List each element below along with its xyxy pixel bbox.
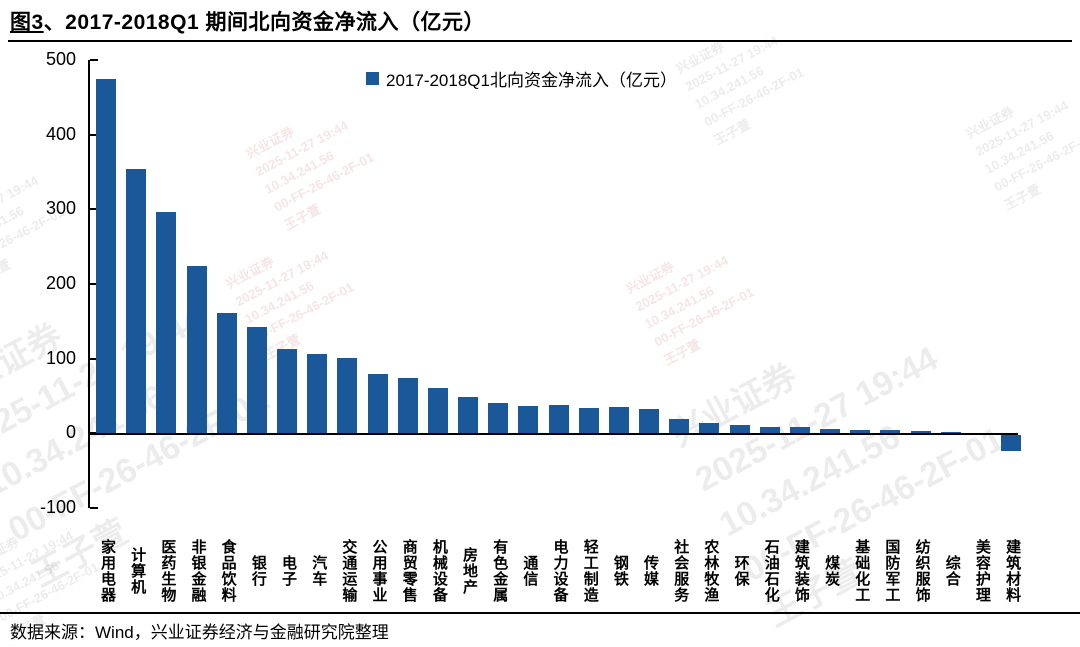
bar-传媒	[639, 409, 660, 434]
bar-轻工制造	[578, 407, 599, 434]
y-tick-label: 200	[45, 273, 76, 293]
x-tick-label: 汽车	[310, 555, 328, 587]
y-tick-label: 100	[45, 347, 76, 368]
x-tick-label: 纺织服饰	[913, 539, 931, 603]
bar-房地产	[458, 396, 479, 434]
y-tick-label: -100	[39, 497, 76, 517]
x-tick-label: 家用电器	[99, 539, 116, 603]
x-tick-label: 农林牧渔	[702, 539, 720, 603]
y-tick-label: 500	[45, 49, 76, 69]
x-tick-label: 社会服务	[672, 539, 690, 603]
y-tick-mark	[90, 283, 98, 285]
chart-title-text: 、2017-2018Q1 期间北向资金净流入（亿元）	[43, 11, 485, 34]
x-tick-label: 银行	[249, 555, 267, 587]
x-tick-label: 轻工制造	[581, 539, 599, 603]
y-tick-label: 0	[65, 422, 76, 443]
bar-汽车	[307, 354, 328, 434]
x-tick-label: 传媒	[642, 555, 660, 587]
plot-area	[88, 59, 1022, 509]
x-tick-label: 环保	[732, 555, 750, 587]
bar-计算机	[126, 169, 147, 434]
bar-纺织服饰	[910, 431, 931, 434]
x-tick-label: 非银金融	[189, 539, 207, 603]
x-tick-label: 建筑材料	[1004, 539, 1022, 603]
bar-电力设备	[548, 404, 569, 434]
y-tick-mark	[90, 357, 98, 360]
y-axis-labels: 500 400 300 200 100 0 -100	[0, 0, 76, 647]
bar-通信	[518, 405, 539, 434]
bar-国防军工	[880, 430, 901, 434]
bar-综合	[940, 432, 961, 434]
x-tick-label: 煤炭	[823, 555, 841, 587]
x-axis-line	[90, 433, 1018, 436]
x-tick-label: 交通运输	[340, 539, 358, 603]
chart-title: 图3、2017-2018Q1 期间北向资金净流入（亿元）	[10, 6, 485, 36]
chart-legend: 2017-2018Q1北向资金净流入（亿元）	[366, 66, 677, 91]
x-tick-label: 公用事业	[370, 539, 388, 603]
x-tick-label: 综合	[943, 555, 961, 587]
bar-建筑材料	[1001, 435, 1022, 451]
x-tick-label: 房地产	[461, 547, 479, 595]
x-tick-label: 国防军工	[883, 539, 901, 603]
y-tick-mark	[90, 507, 98, 509]
bar-机械设备	[427, 387, 448, 434]
x-tick-label: 钢铁	[611, 555, 629, 587]
x-tick-label: 电子	[280, 555, 298, 587]
bar-基础化工	[850, 429, 871, 434]
bar-建筑装饰	[789, 427, 810, 434]
x-tick-label: 基础化工	[853, 539, 871, 603]
y-tick-mark	[90, 133, 98, 136]
bottom-divider	[0, 612, 1080, 614]
x-tick-label: 石油石化	[762, 539, 780, 603]
y-tick-mark	[90, 59, 98, 61]
bar-农林牧渔	[699, 422, 720, 434]
bar-非银金融	[186, 266, 207, 434]
x-tick-label: 计算机	[129, 547, 147, 595]
data-source-note: 数据来源：Wind，兴业证券经济与金融研究院整理	[10, 623, 389, 642]
bar-电子	[277, 348, 298, 434]
bar-煤炭	[820, 428, 841, 434]
bar-环保	[729, 425, 750, 434]
x-axis-labels: 家用电器 计算机 医药生物 非银金融 食品饮料 银行 电子 汽车 交通运输 公用事业 商贸零售 机械设…	[0, 530, 1080, 612]
y-tick-label: 400	[45, 123, 76, 144]
bar-医药生物	[156, 211, 177, 434]
x-tick-label: 通信	[521, 555, 539, 587]
bar-食品饮料	[216, 313, 237, 434]
bar-社会服务	[669, 419, 690, 434]
x-tick-label: 电力设备	[551, 539, 569, 603]
bar-商贸零售	[397, 378, 418, 434]
bar-钢铁	[608, 407, 629, 434]
legend-label: 2017-2018Q1北向资金净流入（亿元）	[386, 71, 677, 90]
x-tick-label: 食品饮料	[219, 539, 237, 603]
bar-石油石化	[759, 426, 780, 434]
y-tick-mark	[90, 208, 98, 211]
x-tick-label: 有色金属	[491, 539, 509, 603]
x-tick-label: 建筑装饰	[792, 539, 810, 603]
y-tick-label: 300	[45, 198, 76, 219]
x-tick-label: 美容护理	[973, 539, 991, 603]
bar-有色金属	[488, 402, 509, 434]
figure-number: 图3	[10, 11, 44, 34]
x-tick-label: 机械设备	[430, 539, 448, 603]
bar-银行	[246, 327, 267, 434]
bar-公用事业	[367, 373, 388, 434]
top-divider	[8, 40, 1072, 42]
legend-swatch	[366, 72, 379, 85]
bar-家用电器	[96, 78, 116, 434]
bar-交通运输	[337, 357, 358, 434]
x-tick-label: 商贸零售	[400, 539, 418, 603]
x-tick-label: 医药生物	[159, 539, 177, 603]
